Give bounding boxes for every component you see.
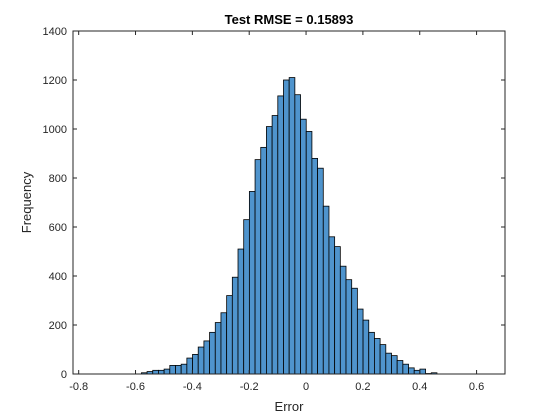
histogram-bar — [158, 369, 165, 375]
y-tick-label: 800 — [49, 173, 67, 185]
histogram-bar — [385, 352, 392, 375]
histogram-bar — [322, 205, 330, 375]
histogram-bar — [248, 191, 256, 375]
histogram-bar — [391, 355, 398, 375]
histogram-bar — [237, 248, 245, 375]
histogram-bar — [362, 319, 370, 375]
histogram-bar — [271, 115, 279, 375]
histogram-bar — [186, 357, 193, 375]
histogram-bar — [345, 279, 353, 375]
histogram-bar — [334, 246, 341, 375]
histogram-bar — [396, 360, 404, 375]
histogram-bar — [203, 340, 210, 375]
axes-box — [72, 30, 506, 375]
bars-group — [140, 77, 438, 375]
histogram-bar — [339, 265, 347, 375]
histogram-bar — [374, 338, 381, 375]
histogram-bar — [419, 368, 426, 375]
y-tick-label: 1400 — [43, 26, 67, 38]
histogram-bar — [226, 295, 233, 375]
histogram-bar — [180, 363, 188, 375]
histogram-bar — [209, 331, 216, 375]
y-tick-label: 1200 — [43, 75, 67, 87]
histogram-bar — [220, 312, 228, 375]
histogram-bar — [311, 157, 318, 375]
histogram-bar — [288, 77, 296, 375]
histogram-bar — [351, 287, 358, 375]
histogram-bar — [300, 118, 307, 375]
histogram-bar — [328, 236, 336, 375]
histogram-bar — [231, 276, 239, 375]
x-tick-label: -0.2 — [240, 381, 259, 393]
x-tick-label: -0.4 — [183, 381, 202, 393]
histogram-bar — [294, 94, 301, 375]
histogram-bar — [379, 344, 387, 375]
y-axis-label: Frequency — [19, 171, 34, 233]
histogram-bar — [317, 167, 324, 375]
x-tick-label: -0.8 — [69, 381, 88, 393]
histogram-bar — [413, 369, 421, 375]
histogram-bar — [243, 219, 250, 375]
x-tick-label: 0 — [303, 381, 309, 393]
x-ticks: -0.8 -0.6 -0.4 -0.2 0 0.2 0.4 0.6 — [69, 31, 484, 393]
histogram-bar — [305, 131, 313, 375]
x-tick-label: 0.6 — [469, 381, 484, 393]
y-tick-label: 400 — [49, 271, 67, 283]
histogram-bar — [169, 365, 176, 375]
y-tick-label: 200 — [49, 320, 67, 332]
histogram-bar — [283, 79, 290, 375]
histogram-bar — [163, 368, 171, 375]
x-tick-label: 0.4 — [412, 381, 427, 393]
histogram-bar — [254, 159, 262, 375]
x-axis-label: Error — [275, 399, 305, 414]
y-tick-label: 0 — [61, 369, 67, 381]
histogram-bar — [402, 363, 409, 375]
histogram-bar — [192, 353, 199, 375]
chart-title: Test RMSE = 0.15893 — [225, 12, 354, 27]
histogram-bar — [368, 331, 375, 375]
histogram-bar — [356, 308, 364, 375]
histogram-bar — [152, 369, 159, 375]
y-tick-label: 1000 — [43, 124, 67, 136]
histogram-bar — [214, 322, 222, 375]
histogram-bar — [266, 126, 273, 375]
x-tick-label: -0.6 — [126, 381, 145, 393]
histogram-bar — [408, 367, 415, 375]
histogram-bar — [277, 95, 284, 375]
y-tick-label: 600 — [49, 222, 67, 234]
histogram-bar — [175, 365, 182, 375]
histogram-bar — [197, 346, 205, 375]
histogram-bar — [260, 146, 267, 375]
y-ticks: 0 200 400 600 800 1000 1200 1400 — [43, 26, 505, 381]
x-tick-label: 0.2 — [355, 381, 370, 393]
